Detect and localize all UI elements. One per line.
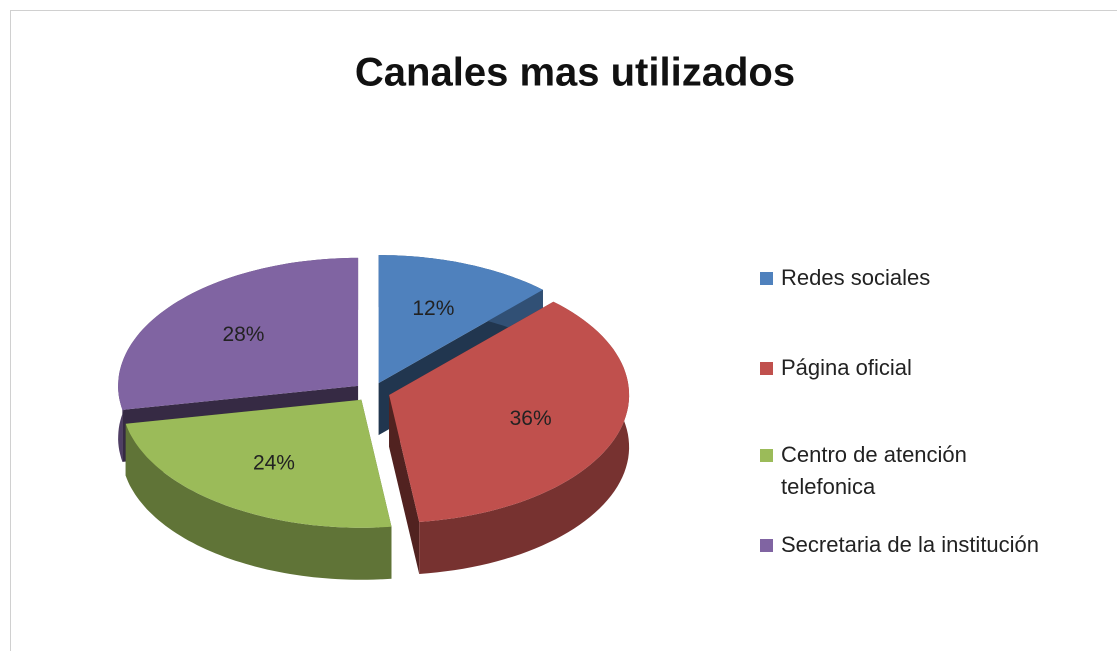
legend-label: Centro de atención telefonica bbox=[781, 442, 967, 499]
slice-side bbox=[389, 395, 420, 574]
legend-label: Página oficial bbox=[781, 355, 912, 380]
legend-item: Centro de atención telefonica bbox=[760, 439, 1041, 503]
slice-wall bbox=[419, 301, 630, 574]
slice bbox=[125, 399, 392, 580]
data-label: 28% bbox=[222, 323, 264, 346]
legend-item: Página oficial bbox=[760, 352, 912, 384]
legend-label: Redes sociales bbox=[781, 265, 931, 290]
chart-frame bbox=[10, 10, 1117, 651]
slice-top bbox=[118, 257, 359, 410]
chart-title: Canales mas utilizados bbox=[355, 51, 795, 95]
slice-top bbox=[389, 301, 630, 522]
legend-item: Secretaria de la institución bbox=[760, 529, 1039, 561]
slice bbox=[389, 301, 630, 574]
data-label: 36% bbox=[510, 407, 552, 430]
slice-wall bbox=[125, 423, 392, 580]
data-label: 12% bbox=[412, 297, 454, 320]
slice-top bbox=[125, 399, 392, 528]
legend-label: Secretaria de la institución bbox=[781, 532, 1040, 557]
legend-swatch bbox=[760, 272, 773, 285]
data-label: 24% bbox=[253, 452, 295, 475]
legend-swatch bbox=[760, 449, 773, 462]
legend-swatch bbox=[760, 539, 773, 552]
slice-top bbox=[378, 255, 543, 384]
legend-swatch bbox=[760, 362, 773, 375]
legend-item: Redes sociales bbox=[760, 262, 930, 294]
